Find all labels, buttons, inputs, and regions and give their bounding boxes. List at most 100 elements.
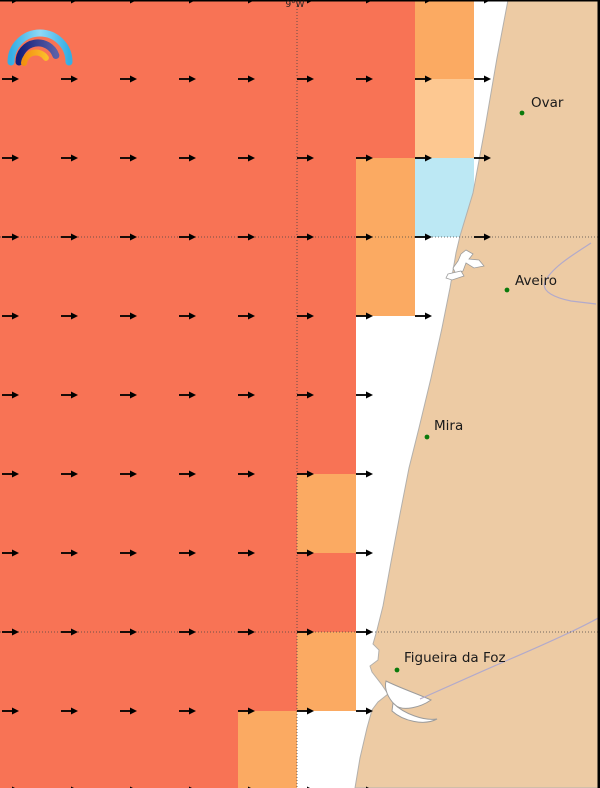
wave-cell-sea_peach	[415, 79, 474, 158]
arrow-east-head-icon	[307, 628, 314, 636]
wave-cell-sea_red	[0, 474, 297, 553]
arrow-east-head-icon	[189, 312, 196, 320]
arrow-east-head-icon	[71, 312, 78, 320]
city-marker-aveiro	[504, 287, 510, 293]
arrow-east-head-icon	[71, 707, 78, 715]
arrow-east-head-icon	[425, 312, 432, 320]
arrow-east-head-icon	[248, 549, 255, 557]
arrow-east-head-icon	[130, 75, 137, 83]
city-label-ovar: Ovar	[531, 95, 564, 111]
arrow-east-head-icon	[307, 233, 314, 241]
arrow-east-head-icon	[189, 628, 196, 636]
arrow-east-head-icon	[366, 154, 373, 162]
logo-arc-lightblue-icon	[7, 29, 73, 66]
wave-cell-sea_orange	[415, 0, 474, 79]
arrow-east-head-icon	[366, 391, 373, 399]
arrow-east-head-icon	[130, 628, 137, 636]
arrow-east-head-icon	[71, 470, 78, 478]
arrow-east-head-icon	[307, 470, 314, 478]
river-line	[543, 242, 597, 305]
arrow-east-head-icon	[189, 549, 196, 557]
arrow-east-head-icon	[12, 549, 19, 557]
logo-arc-orange-icon	[21, 49, 49, 66]
map-border-right	[597, 0, 600, 788]
arrow-east-head-icon	[130, 154, 137, 162]
arrow-east-head-icon	[12, 233, 19, 241]
arrow-east-head-icon	[12, 154, 19, 162]
arrow-east-head-icon	[71, 233, 78, 241]
arrow-east-head-icon	[12, 75, 19, 83]
arrow-east-head-icon	[307, 549, 314, 557]
arrow-east-head-icon	[307, 312, 314, 320]
arrow-east-head-icon	[189, 470, 196, 478]
arrow-east-head-icon	[248, 628, 255, 636]
arrow-east-head-icon	[248, 233, 255, 241]
arrow-east-head-icon	[189, 75, 196, 83]
logo	[7, 29, 73, 66]
arrow-east-head-icon	[366, 628, 373, 636]
arrow-east-head-icon	[425, 154, 432, 162]
arrow-east-head-icon	[130, 549, 137, 557]
arrow-east-head-icon	[189, 391, 196, 399]
arrow-east-head-icon	[189, 707, 196, 715]
arrow-east-head-icon	[248, 470, 255, 478]
arrow-east-head-icon	[366, 233, 373, 241]
arrow-east-head-icon	[366, 549, 373, 557]
arrow-east-head-icon	[71, 391, 78, 399]
wave-cell-sea_red	[0, 711, 238, 788]
arrow-east-head-icon	[130, 312, 137, 320]
wave-cell-sea_orange	[297, 474, 356, 553]
city-marker-ovar	[519, 110, 525, 116]
arrow-east-head-icon	[12, 707, 19, 715]
land-coastline	[354, 0, 600, 788]
lagoon-water	[452, 249, 485, 275]
arrow-east-head-icon	[130, 391, 137, 399]
city-label-figueira-da-foz: Figueira da Foz	[404, 650, 506, 666]
arrow-east-head-icon	[425, 75, 432, 83]
estuary-water	[391, 701, 438, 723]
city-label-aveiro: Aveiro	[515, 273, 558, 289]
river-line	[419, 616, 600, 700]
arrow-east-head-icon	[425, 233, 432, 241]
map-border-top	[0, 0, 600, 2]
arrow-east-head-icon	[307, 75, 314, 83]
arrow-east-head-icon	[12, 391, 19, 399]
city-label-mira: Mira	[434, 418, 464, 434]
arrow-east-head-icon	[484, 233, 491, 241]
city-marker-mira	[424, 434, 430, 440]
arrow-east-head-icon	[12, 312, 19, 320]
longitude-label: 9°W	[285, 0, 305, 10]
arrow-east-head-icon	[484, 154, 491, 162]
arrow-east-head-icon	[130, 707, 137, 715]
arrow-east-head-icon	[248, 75, 255, 83]
wave-cell-sea_orange	[238, 711, 297, 788]
arrow-east-head-icon	[12, 628, 19, 636]
arrow-east-head-icon	[248, 154, 255, 162]
arrow-east-head-icon	[71, 628, 78, 636]
wave-cell-sea_red	[0, 553, 356, 632]
arrow-east-head-icon	[366, 75, 373, 83]
city-marker-figueira-da-foz	[394, 667, 400, 673]
arrow-east-head-icon	[307, 154, 314, 162]
wave-cell-sea_red	[0, 632, 297, 711]
arrow-east-head-icon	[12, 470, 19, 478]
arrow-east-head-icon	[248, 391, 255, 399]
arrow-east-head-icon	[130, 470, 137, 478]
arrow-east-head-icon	[484, 75, 491, 83]
arrow-east-head-icon	[366, 707, 373, 715]
estuary-water	[385, 680, 433, 709]
arrow-east-head-icon	[71, 154, 78, 162]
arrow-east-head-icon	[189, 233, 196, 241]
arrow-east-head-icon	[189, 154, 196, 162]
arrow-east-head-icon	[130, 233, 137, 241]
wave-cell-sea_orange	[297, 632, 356, 711]
arrow-east-head-icon	[248, 312, 255, 320]
arrow-east-head-icon	[307, 707, 314, 715]
arrow-east-head-icon	[366, 312, 373, 320]
arrow-east-head-icon	[71, 549, 78, 557]
logo-arc-darkblue-icon	[15, 39, 60, 66]
lagoon-water	[445, 270, 465, 281]
arrow-east-head-icon	[366, 470, 373, 478]
